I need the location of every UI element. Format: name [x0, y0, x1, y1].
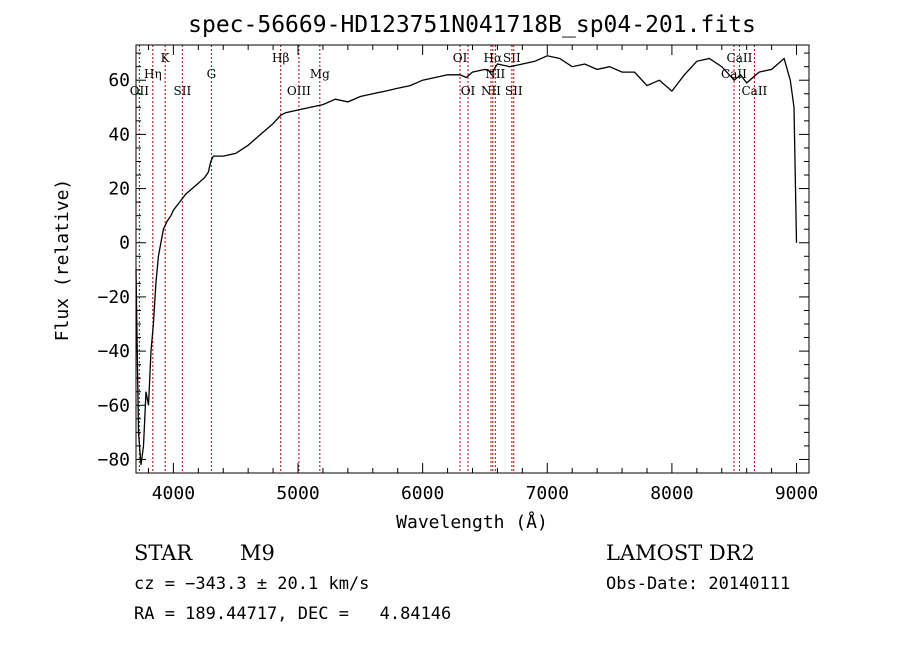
spectrum-line	[135, 55, 798, 465]
survey-name: LAMOST DR2	[606, 541, 755, 565]
spectrum-series	[135, 55, 798, 465]
spectral-line-label: Hη	[144, 67, 162, 81]
obs-date: Obs-Date: 20140111	[606, 574, 790, 594]
y-axis-label: Flux (relative)	[52, 179, 73, 342]
object-class: STAR	[134, 541, 193, 565]
x-tick-label: 8000	[650, 483, 693, 504]
y-tick-label: −80	[97, 449, 130, 470]
spectral-line-label: CaII	[721, 67, 747, 81]
x-tick-label: 6000	[401, 483, 444, 504]
spectral-line-label: Hβ	[272, 51, 289, 65]
x-tick-label: 7000	[526, 483, 569, 504]
cz-value: cz = −343.3 ± 20.1 km/s	[134, 574, 369, 594]
spectral-line-label: CaII	[727, 51, 753, 65]
spectral-line-label: OIII	[287, 84, 311, 98]
ra-dec: RA = 189.44717, DEC = 4.84146	[134, 604, 451, 624]
spectral-line-label: G	[207, 67, 217, 81]
spectral-line-label: SII	[503, 51, 521, 65]
spectral-line-label: Mg	[310, 67, 330, 81]
spectral-line-label: Hα	[484, 51, 503, 65]
object-subclass: M9	[240, 541, 275, 565]
x-axis-ticks: 4000 5000 6000 7000 8000 9000	[147, 45, 818, 504]
y-tick-label: −20	[97, 287, 130, 308]
x-tick-label: 5000	[276, 483, 319, 504]
y-tick-label: 0	[119, 233, 130, 254]
chart-title: spec-56669-HD123751N041718B_sp04-201.fit…	[188, 12, 756, 38]
spectral-line-label: NII	[481, 84, 501, 98]
y-tick-label: −60	[97, 395, 130, 416]
y-tick-label: −40	[97, 341, 130, 362]
spectral-line-label: SII	[505, 84, 523, 98]
spectral-line-label: NII	[485, 67, 505, 81]
x-axis-label: Wavelength (Å)	[396, 511, 548, 533]
spectral-line-label: CaII	[741, 84, 767, 98]
spectral-line-label: OI	[453, 51, 468, 65]
x-tick-label: 4000	[152, 483, 195, 504]
y-tick-label: 40	[108, 124, 130, 145]
spectral-line-label: OII	[130, 84, 150, 98]
y-tick-label: 60	[108, 70, 130, 91]
y-tick-label: 20	[108, 179, 130, 200]
y-axis-ticks: −80 −60 −40 −20 0 20 40 60	[97, 52, 809, 470]
x-tick-label: 9000	[775, 483, 818, 504]
spectral-line-label: SII	[174, 84, 192, 98]
spectral-line-label: OI	[461, 84, 476, 98]
plot-frame	[135, 44, 810, 474]
spectral-line-label: K	[161, 51, 171, 65]
